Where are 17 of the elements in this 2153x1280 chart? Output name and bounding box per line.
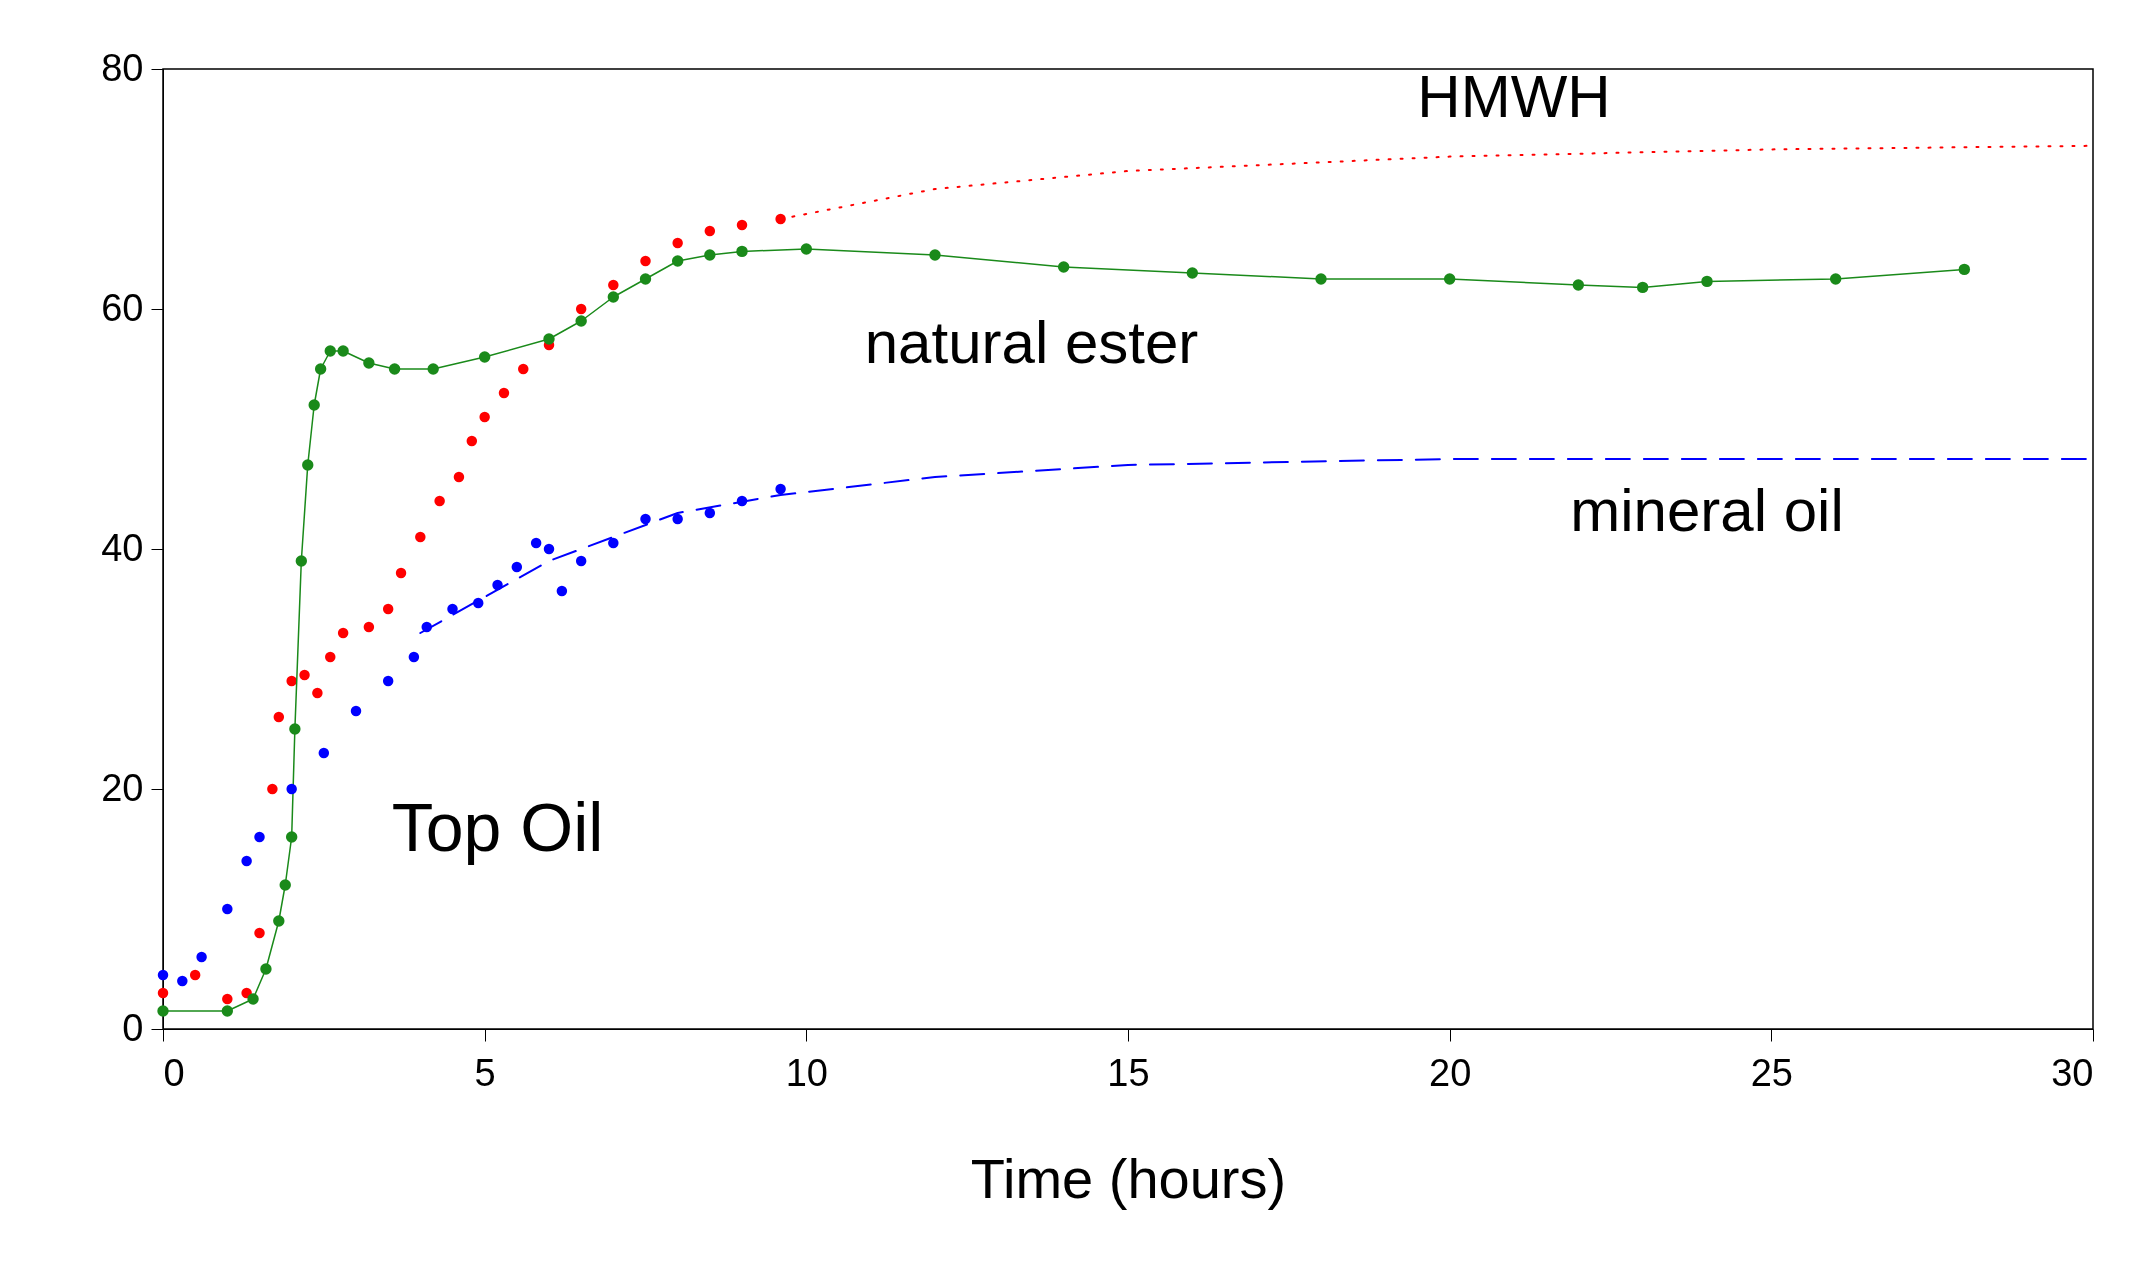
series-label: natural ester	[864, 309, 1199, 376]
x-tick-label: 15	[1107, 1051, 1150, 1094]
y-tick-label: 0	[122, 1006, 144, 1049]
x-tick-label: 20	[1429, 1051, 1472, 1094]
x-tick-label: 5	[474, 1051, 496, 1094]
y-tick-label: 80	[101, 46, 144, 89]
x-tick-label: 0	[163, 1051, 185, 1094]
series-label: HMWH	[1417, 63, 1611, 130]
x-tick-label: 30	[2051, 1051, 2094, 1094]
x-axis-title: Time (hours)	[970, 1146, 1287, 1210]
y-tick-label: 20	[101, 766, 144, 809]
x-tick-label: 10	[785, 1051, 828, 1094]
x-tick-label: 25	[1750, 1051, 1793, 1094]
y-tick-label: 40	[101, 526, 144, 569]
annotation: Top Oil	[391, 789, 604, 865]
y-tick-label: 60	[101, 286, 144, 329]
series-label: mineral oil	[1570, 477, 1844, 544]
